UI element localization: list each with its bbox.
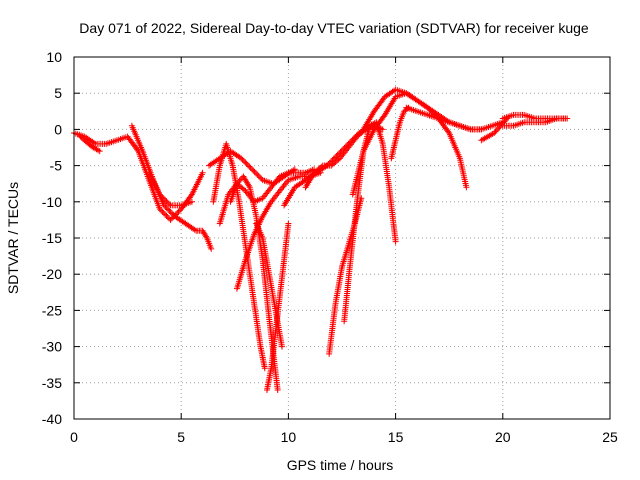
y-tick-label: -5 xyxy=(50,158,63,174)
y-tick-label: 5 xyxy=(54,85,62,101)
x-axis-label: GPS time / hours xyxy=(287,457,394,473)
y-axis-label: SDTVAR / TECUs xyxy=(5,182,21,294)
data-point-markers xyxy=(146,169,195,209)
x-tick-label: 10 xyxy=(281,429,297,445)
data-point-markers xyxy=(233,169,324,292)
chart-title: Day 071 of 2022, Sidereal Day-to-day VTE… xyxy=(79,20,589,36)
series-arc-22 xyxy=(499,115,571,129)
y-tick-label: -35 xyxy=(42,375,62,391)
data-point-markers xyxy=(302,122,386,191)
data-points xyxy=(71,86,571,394)
series-arc-11 xyxy=(263,220,292,394)
data-point-markers xyxy=(210,140,268,372)
data-point-markers xyxy=(77,133,103,155)
series-arc-2 xyxy=(77,133,103,155)
data-point-markers xyxy=(388,104,412,162)
series-arc-9 xyxy=(233,169,324,292)
data-point-markers xyxy=(341,119,399,325)
y-tick-label: -20 xyxy=(42,266,62,282)
x-tick-label: 20 xyxy=(495,429,511,445)
data-point-markers xyxy=(263,220,292,394)
data-point-markers xyxy=(403,104,506,133)
x-tick-label: 15 xyxy=(388,429,404,445)
y-tick-label: -30 xyxy=(42,339,62,355)
series-arc-18 xyxy=(388,104,412,162)
series-arc-20 xyxy=(478,115,511,144)
x-tick-label: 25 xyxy=(602,429,618,445)
data-point-markers xyxy=(478,115,511,144)
y-tick-label: -25 xyxy=(42,302,62,318)
y-tick-label: 0 xyxy=(54,121,62,137)
series-arc-15 xyxy=(341,119,399,325)
series-arc-5 xyxy=(210,140,268,372)
data-point-markers xyxy=(499,115,571,129)
axis-ticks: 0 5 10 15 20 25 -40 -35 -30 -25 -20 -15 -10 -5 0 5 10 xyxy=(42,49,618,445)
series-arc-13 xyxy=(302,122,386,191)
series-arc-4 xyxy=(146,169,195,209)
y-tick-label: -10 xyxy=(42,194,62,210)
y-tick-label: -40 xyxy=(42,411,62,427)
x-tick-label: 5 xyxy=(177,429,185,445)
y-tick-label: -15 xyxy=(42,230,62,246)
x-tick-label: 0 xyxy=(70,429,78,445)
series-arc-19 xyxy=(403,104,506,133)
y-tick-label: 10 xyxy=(46,49,62,65)
